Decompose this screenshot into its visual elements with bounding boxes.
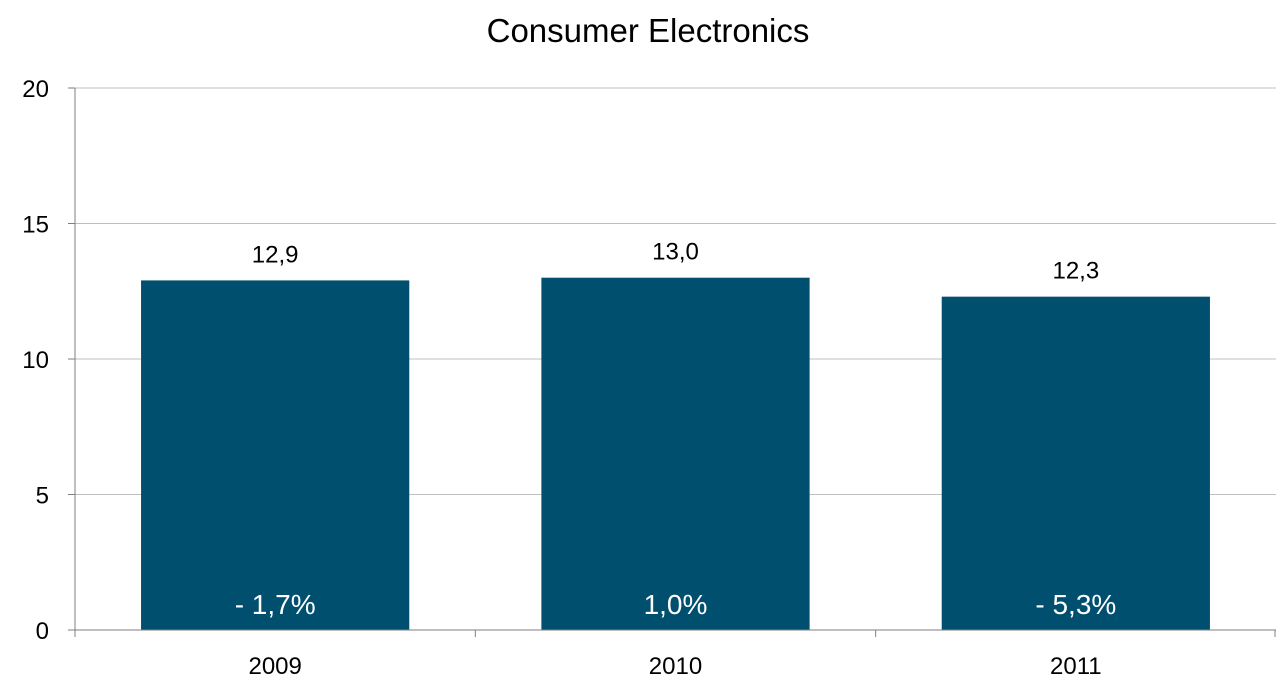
bar-2011: [941, 296, 1210, 630]
y-tick-label: 10: [22, 347, 49, 374]
chart-title: Consumer Electronics: [487, 12, 810, 49]
x-tick-label: 2010: [649, 653, 702, 680]
bar-2010: [541, 277, 810, 630]
growth-label: - 1,7%: [235, 589, 316, 620]
value-label: 12,9: [252, 241, 299, 268]
value-label: 13,0: [652, 239, 699, 266]
y-tick-label: 5: [36, 483, 49, 510]
x-tick-label: 2009: [248, 653, 301, 680]
y-tick-label: 0: [36, 618, 49, 645]
y-tick-label: 15: [22, 212, 49, 239]
growth-label: - 5,3%: [1035, 589, 1116, 620]
x-tick-label: 2011: [1050, 653, 1102, 680]
bar-2009: [141, 280, 410, 630]
growth-label: 1,0%: [644, 589, 708, 620]
value-label: 12,3: [1052, 258, 1099, 285]
y-tick-label: 20: [22, 76, 49, 103]
